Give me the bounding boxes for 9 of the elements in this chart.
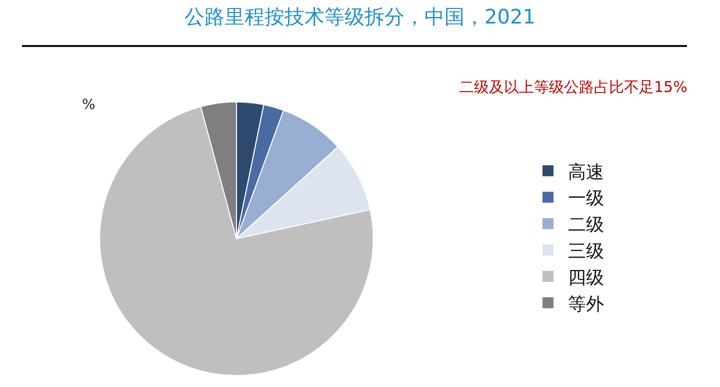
- legend-label: 四级: [568, 267, 604, 288]
- legend-label: 三级: [568, 241, 604, 262]
- legend-label: 二级: [568, 214, 604, 236]
- legend-label: 高速: [568, 162, 604, 183]
- text: 二级及以上等级公路占比不足15%: [459, 78, 688, 96]
- chart-title: 公路里程按技术等级拆分，中国，2021: [184, 4, 536, 29]
- text: %: [82, 97, 96, 113]
- legend-label: 等外: [568, 294, 604, 315]
- legend-label: 一级: [568, 188, 604, 210]
